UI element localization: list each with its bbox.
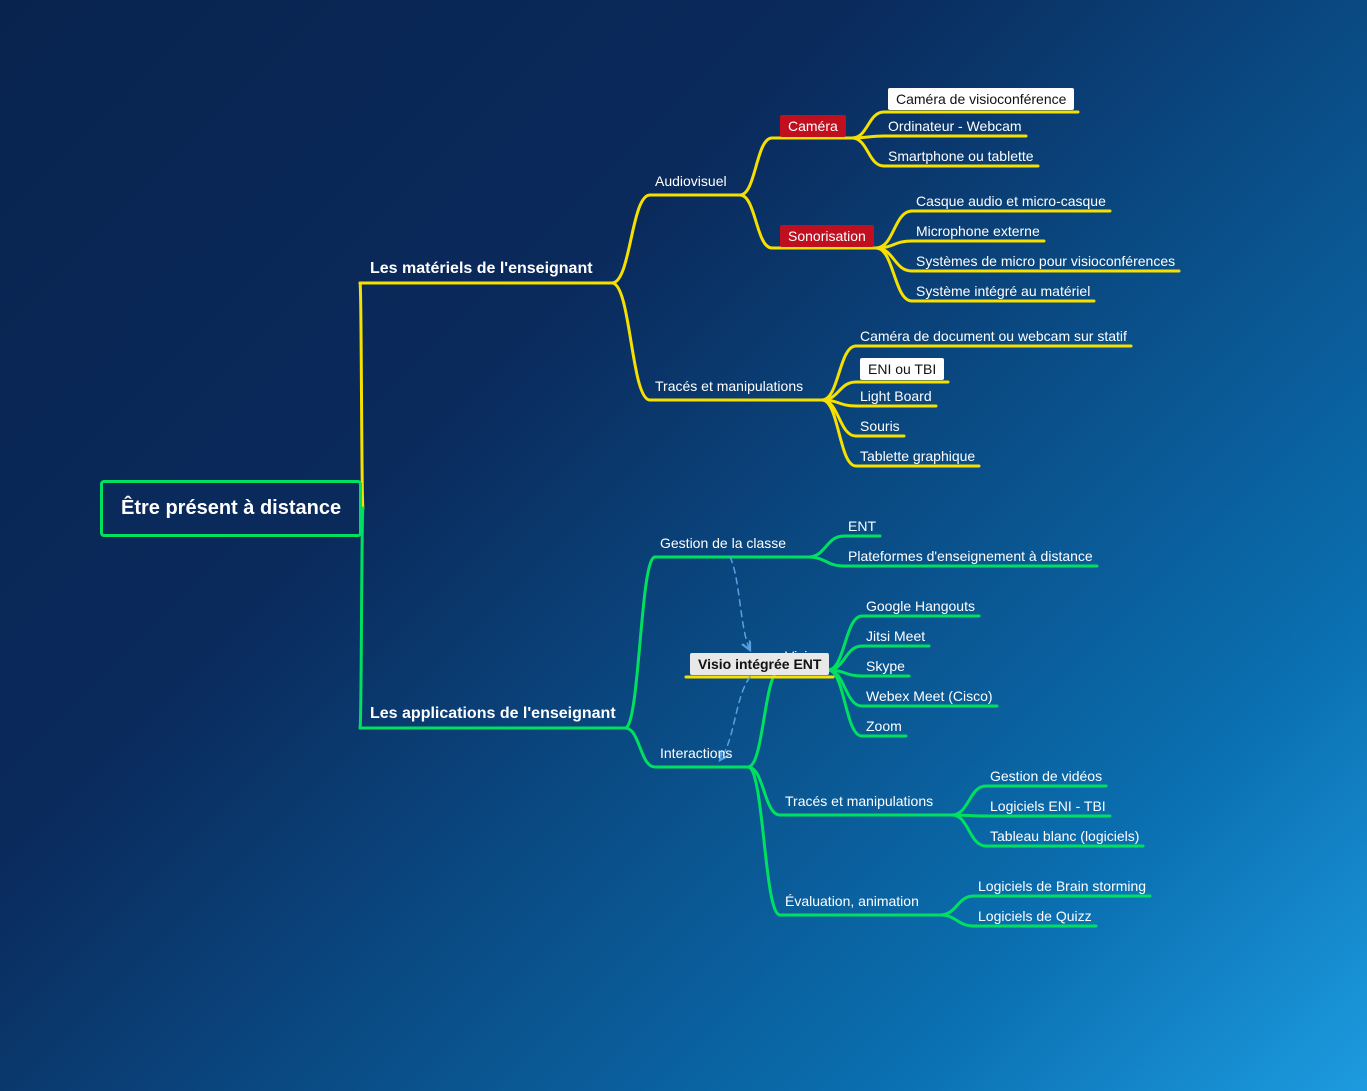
leaf-node[interactable]: Smartphone ou tablette [888,148,1034,164]
floating-visio-integree[interactable]: Visio intégrée ENT [690,653,829,675]
leaf-node[interactable]: Logiciels de Brain storming [978,878,1146,894]
leaf-node[interactable]: Caméra de document ou webcam sur statif [860,328,1127,344]
leaf-node[interactable]: Microphone externe [916,223,1040,239]
leaf-node[interactable]: Casque audio et micro-casque [916,193,1106,209]
leaf-node[interactable]: Tableau blanc (logiciels) [990,828,1139,844]
main-branch-label[interactable]: Les applications de l'enseignant [370,705,616,723]
branch-node[interactable]: Gestion de la classe [660,535,786,551]
leaf-node[interactable]: Logiciels ENI - TBI [990,798,1106,814]
branch-node[interactable]: Caméra [780,115,846,137]
main-branch-label[interactable]: Les matériels de l'enseignant [370,260,593,278]
branch-node[interactable]: Tracés et manipulations [655,378,803,394]
root-node[interactable]: Être présent à distance [100,480,362,537]
leaf-node[interactable]: Ordinateur - Webcam [888,118,1022,134]
leaf-node[interactable]: Plateformes d'enseignement à distance [848,548,1093,564]
leaf-node[interactable]: Google Hangouts [866,598,975,614]
leaf-node[interactable]: Webex Meet (Cisco) [866,688,993,704]
leaf-node[interactable]: Caméra de visioconférence [888,88,1074,110]
leaf-node[interactable]: Souris [860,418,900,434]
leaf-node[interactable]: Skype [866,658,905,674]
leaf-node[interactable]: ENT [848,518,876,534]
leaf-node[interactable]: Light Board [860,388,932,404]
leaf-node[interactable]: Gestion de vidéos [990,768,1102,784]
leaf-node[interactable]: Systèmes de micro pour visioconférences [916,253,1175,269]
branch-node[interactable]: Audiovisuel [655,173,727,189]
leaf-node[interactable]: Zoom [866,718,902,734]
branch-node[interactable]: Interactions [660,745,732,761]
branch-node[interactable]: Tracés et manipulations [785,793,933,809]
leaf-node[interactable]: Tablette graphique [860,448,975,464]
mindmap-canvas: Être présent à distance Les matériels de … [0,0,1367,1091]
leaf-node[interactable]: Système intégré au matériel [916,283,1090,299]
leaf-node[interactable]: Logiciels de Quizz [978,908,1092,924]
branch-node[interactable]: Évaluation, animation [785,893,919,909]
leaf-node[interactable]: ENI ou TBI [860,358,944,380]
leaf-node[interactable]: Jitsi Meet [866,628,925,644]
branch-node[interactable]: Sonorisation [780,225,874,247]
